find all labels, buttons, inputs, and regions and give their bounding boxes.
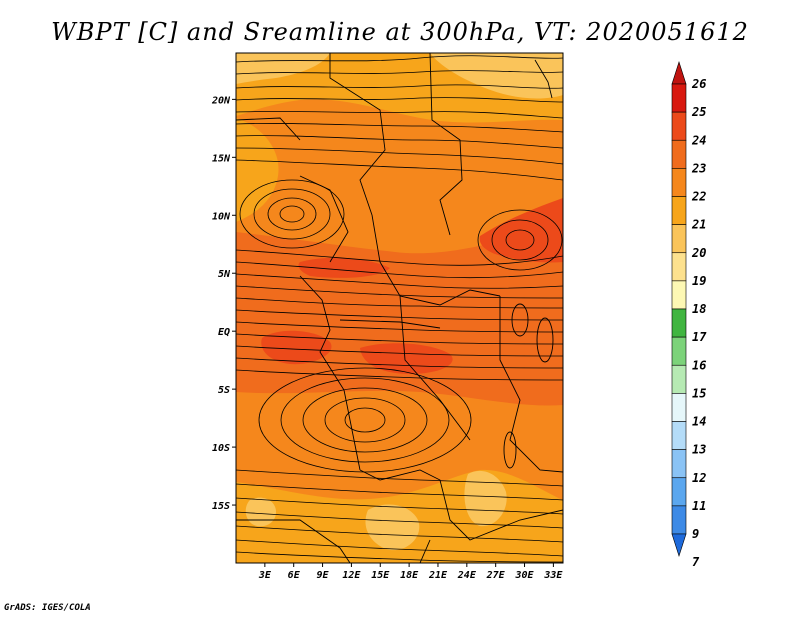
- colorbar-swatch: [671, 168, 687, 197]
- colorbar-swatch: [671, 477, 687, 507]
- colorbar-swatch: [671, 280, 687, 310]
- vortex-east: [477, 209, 563, 271]
- field-24-equator-west: [261, 330, 332, 365]
- country-borders: [236, 53, 563, 563]
- colorbar-swatch: [671, 139, 687, 169]
- y-tick-label: EQ: [218, 327, 230, 338]
- field-20-northeast: [430, 53, 563, 99]
- x-tick-label: 3E: [258, 570, 272, 581]
- colorbar-swatch: [671, 224, 687, 254]
- colorbar: 26 25 24 23 22 21 20 19 18 17 16 15 14 13 12 11 9 7: [671, 61, 707, 569]
- field-20-south-east: [464, 470, 507, 527]
- colorbar-label: 22: [691, 190, 706, 204]
- colorbar-label: 13: [692, 443, 706, 457]
- vortex-south: [258, 367, 472, 473]
- field-20-south-west: [245, 497, 276, 527]
- y-axis: 20N 15N 10N 5N EQ 5S 10S 15S: [211, 95, 236, 512]
- colorbar-swatch: [671, 196, 687, 225]
- colorbar-label: 9: [692, 527, 699, 541]
- colorbar-label: 7: [692, 555, 700, 569]
- x-tick-label: 15E: [371, 570, 390, 581]
- map-panel: 3E 6E 9E 12E 15E 18E 21E 24E 27E 30E 33E 20N 15N 10N…: [211, 52, 564, 581]
- field-24-band-north: [298, 257, 390, 278]
- streamlines: [236, 55, 563, 563]
- colorbar-swatch: [671, 393, 687, 422]
- colorbar-label: 15: [692, 386, 706, 400]
- colorbar-label: 18: [692, 302, 706, 316]
- colorbar-swatch: [671, 421, 687, 450]
- colorbar-label: 23: [691, 161, 706, 175]
- colorbar-swatch: [671, 505, 687, 535]
- colorbar-label: 19: [692, 274, 706, 288]
- x-tick-label: 33E: [543, 570, 563, 581]
- vortex-northwest: [239, 179, 345, 249]
- colorbar-label: 11: [692, 499, 706, 513]
- y-tick-label: 15S: [212, 501, 230, 512]
- y-tick-label: 10S: [212, 443, 230, 454]
- colorbar-swatch: [671, 83, 687, 113]
- y-tick-label: 15N: [212, 153, 231, 164]
- lakes: [503, 59, 554, 469]
- x-tick-label: 27E: [486, 570, 506, 581]
- colorbar-swatch: [671, 364, 687, 394]
- field-21-west: [236, 118, 279, 222]
- colorbar-swatch: [671, 449, 687, 479]
- x-tick-label: 21E: [428, 570, 448, 581]
- x-tick-label: 24E: [457, 570, 477, 581]
- field-20-south-center: [365, 504, 420, 551]
- colorbar-swatch: [671, 111, 687, 141]
- y-tick-label: 20N: [211, 95, 231, 106]
- map-frame: [235, 52, 564, 564]
- colorbar-bottom-arrow: [671, 533, 687, 557]
- colorbar-label: 20: [691, 246, 706, 260]
- colorbar-swatch: [671, 336, 687, 366]
- y-tick-label: 5N: [218, 269, 231, 280]
- x-tick-label: 18E: [400, 570, 419, 581]
- y-tick-label: 5S: [218, 385, 230, 396]
- x-tick-label: 30E: [514, 570, 534, 581]
- colorbar-label: 14: [692, 415, 706, 429]
- credit-label: GrADS: IGES/COLA: [4, 603, 91, 613]
- chart-title: WBPT [C] and Sreamline at 300hPa, VT: 20…: [51, 18, 749, 46]
- x-tick-label: 12E: [342, 570, 361, 581]
- colorbar-label: 25: [691, 105, 706, 119]
- x-tick-label: 6E: [288, 570, 301, 581]
- x-axis: 3E 6E 9E 12E 15E 18E 21E 24E 27E 30E 33E: [258, 563, 563, 581]
- colorbar-swatch: [671, 308, 687, 338]
- colorbar-label: 12: [692, 471, 706, 485]
- colorbar-swatch: [671, 252, 687, 282]
- colorbar-label: 24: [691, 133, 706, 147]
- colorbar-label: 17: [692, 330, 707, 344]
- y-tick-label: 10N: [212, 211, 231, 222]
- colorbar-label: 16: [692, 358, 706, 372]
- x-tick-label: 9E: [317, 570, 330, 581]
- colorbar-top-arrow: [671, 61, 687, 85]
- colorbar-label: 21: [691, 218, 706, 232]
- colorbar-label: 26: [691, 77, 706, 91]
